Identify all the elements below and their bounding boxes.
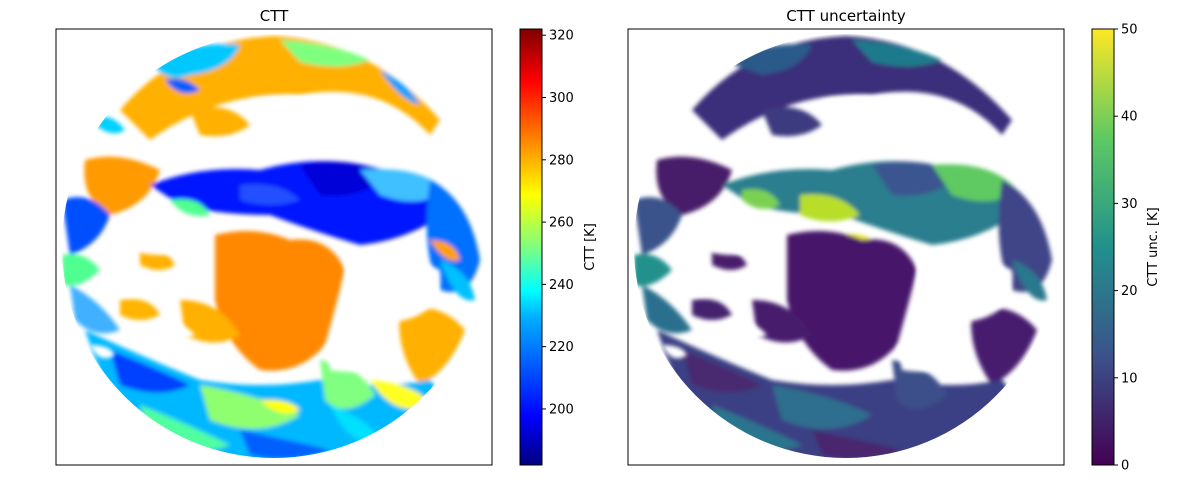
- ctt-uncertainty-axes-frame: [627, 28, 1065, 466]
- ctt-colorbar-tick-label: 200: [549, 402, 574, 417]
- ctt-axes-frame: [55, 28, 493, 466]
- ctt-colorbar-tick-label: 220: [549, 340, 574, 355]
- ctt-uncertainty-colorbar-tick-label: 0: [1121, 459, 1129, 474]
- ctt-colorbar-tick-label: 280: [549, 153, 574, 168]
- ctt-disk-image: [62, 34, 486, 458]
- ctt-colorbar-tick-label: 260: [549, 216, 574, 231]
- ctt-colorbar-tick-label: 320: [549, 29, 574, 44]
- ctt-uncertainty-disk-image: [634, 34, 1058, 458]
- ctt-uncertainty-colorbar-tick-label: 20: [1121, 284, 1138, 299]
- ctt-uncertainty-colorbar-gradient: [1091, 28, 1115, 466]
- ctt-colorbar: 200 220 240 260 280 300 320 CTT [K]: [519, 28, 598, 466]
- ctt-uncertainty-colorbar-tick-label: 10: [1121, 371, 1138, 386]
- ctt-uncertainty-colorbar-tick-label: 50: [1121, 23, 1138, 38]
- ctt-uncertainty-panel: CTT uncertainty: [627, 7, 1065, 466]
- ctt-colorbar-gradient: [519, 28, 543, 466]
- ctt-panel: CTT: [55, 7, 493, 466]
- ctt-uncertainty-title: CTT uncertainty: [786, 7, 906, 25]
- ctt-colorbar-tick-label: 240: [549, 278, 574, 293]
- ctt-uncertainty-colorbar: 0 10 20 30 40 50 CTT unc. [K]: [1091, 23, 1161, 474]
- ctt-uncertainty-colorbar-tick-label: 30: [1121, 197, 1138, 212]
- ctt-uncertainty-colorbar-ticks: 0 10 20 30 40 50: [1114, 23, 1138, 474]
- ctt-uncertainty-colorbar-label: CTT unc. [K]: [1146, 207, 1161, 286]
- ctt-uncertainty-colorbar-tick-label: 40: [1121, 110, 1138, 125]
- ctt-colorbar-tick-label: 300: [549, 91, 574, 106]
- ctt-colorbar-label: CTT [K]: [583, 223, 598, 271]
- ctt-title: CTT: [260, 7, 289, 25]
- ctt-colorbar-ticks: 200 220 240 260 280 300 320: [542, 29, 574, 417]
